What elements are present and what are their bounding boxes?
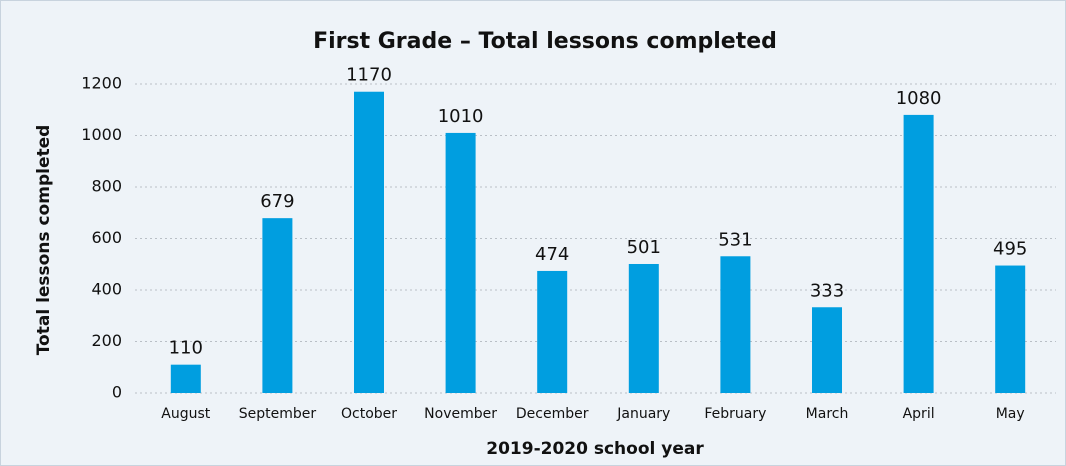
bar: [812, 307, 842, 393]
y-axis-label: Total lessons completed: [34, 125, 54, 356]
bar: [995, 265, 1026, 393]
y-tick-label: 1200: [81, 74, 122, 93]
y-tick-label: 600: [91, 228, 122, 247]
y-tick-label: 0: [112, 383, 122, 402]
y-tick-label: 200: [91, 331, 122, 350]
chart-title: First Grade – Total lessons completed: [313, 29, 777, 54]
value-label: 110: [169, 338, 203, 359]
bar: [720, 256, 751, 393]
x-tick-label: January: [616, 406, 670, 422]
value-label: 1010: [438, 106, 484, 127]
x-tick-label: August: [161, 406, 211, 422]
value-label: 501: [627, 237, 661, 258]
value-label: 333: [810, 280, 844, 301]
value-label: 1080: [896, 88, 942, 109]
x-tick-label: April: [903, 406, 935, 422]
bar: [354, 91, 384, 393]
value-label: 531: [718, 229, 752, 250]
bar: [445, 132, 476, 394]
y-tick-label: 400: [91, 280, 122, 299]
value-label: 679: [260, 191, 294, 212]
bar: [903, 114, 934, 394]
bar: [262, 218, 293, 393]
bar: [628, 263, 659, 393]
x-tick-label: October: [341, 406, 397, 422]
bar: [170, 364, 201, 393]
x-tick-label: September: [239, 406, 317, 422]
x-tick-label: December: [516, 406, 589, 422]
x-tick-label: March: [806, 406, 849, 422]
x-tick-label: February: [704, 406, 766, 422]
bar: [537, 270, 568, 393]
value-label: 495: [993, 239, 1027, 260]
x-tick-label: May: [996, 406, 1025, 422]
y-tick-label: 1000: [81, 125, 122, 144]
x-tick-label: November: [424, 406, 497, 422]
y-tick-label: 800: [91, 177, 122, 196]
x-axis-label: 2019-2020 school year: [486, 439, 704, 459]
value-label: 474: [535, 244, 569, 265]
value-label: 1170: [346, 65, 392, 86]
